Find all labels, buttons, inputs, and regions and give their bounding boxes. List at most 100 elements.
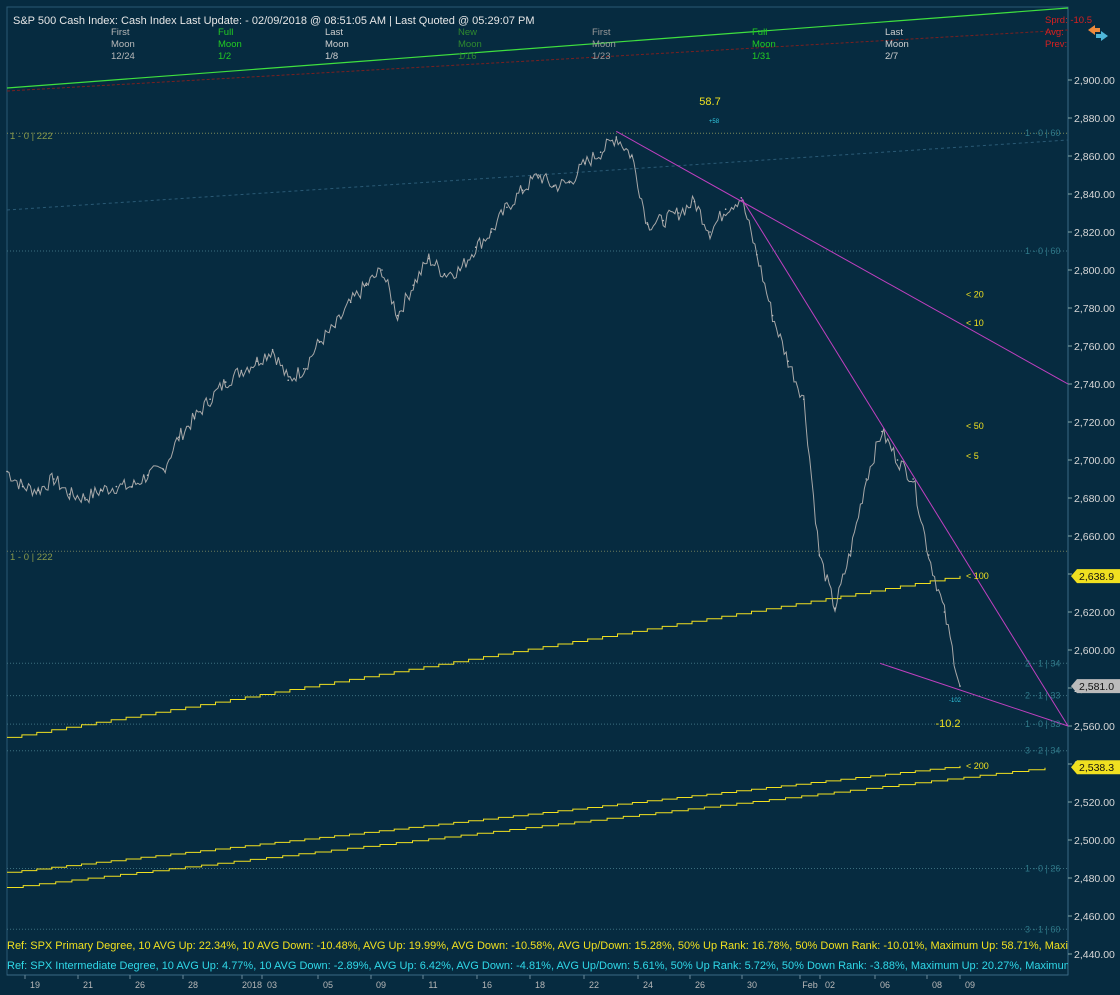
x-tick-label: 30 [747, 980, 757, 990]
right-level-label: 2 - 1 | 33 [1025, 691, 1060, 701]
y-tick-label: 2,840.00 [1074, 189, 1115, 201]
moon-phase-date: 1/2 [218, 51, 232, 62]
y-tick-label: 2,680.00 [1074, 493, 1115, 505]
price-point [240, 369, 243, 372]
right-level-label: 2 - 1 | 34 [1025, 658, 1060, 668]
price-point [318, 341, 321, 344]
x-tick-label: 26 [695, 980, 705, 990]
y-tick-label: 2,860.00 [1074, 151, 1115, 163]
ma-label: < 10 [966, 318, 984, 328]
moon-phase-date: 12/24 [111, 51, 135, 62]
y-tick-label: 2,780.00 [1074, 303, 1115, 315]
moon-phase-phase2: Moon [325, 39, 349, 50]
upper-trend-line-green [6, 7, 1069, 89]
price-point [53, 478, 55, 480]
price-point [881, 430, 883, 433]
x-tick-label: 03 [267, 980, 277, 990]
price-point [693, 200, 696, 203]
upper-wedge-line [616, 130, 1069, 385]
price-point [68, 493, 71, 496]
moon-phase-phase1: First [111, 27, 130, 38]
price-point [506, 206, 508, 209]
moon-phase-date: 1/16 [458, 51, 477, 62]
moon-phase-phase1: Last [885, 27, 903, 38]
low-change-label: -10.2 [935, 718, 960, 730]
ma-label: < 20 [966, 290, 984, 300]
upper-trend-line-red [6, 29, 1069, 92]
x-tick-label: 09 [376, 980, 386, 990]
price-point [21, 485, 24, 488]
price-point [193, 417, 196, 420]
ref-intermediate-degree: Ref: SPX Intermediate Degree, 10 AVG Up:… [7, 960, 1068, 972]
price-point [927, 554, 930, 556]
price-point [553, 185, 555, 188]
swap-arrows-icon[interactable] [1086, 24, 1110, 42]
moon-phase-date: 1/31 [752, 51, 771, 62]
price-point [271, 349, 274, 351]
price-point [943, 611, 946, 613]
x-tick-label: 21 [83, 980, 93, 990]
x-tick-label: 26 [135, 980, 145, 990]
x-tick-label: 19 [30, 980, 40, 990]
price-point [490, 231, 493, 233]
price-point [959, 685, 961, 687]
y-tick-label: 2,520.00 [1074, 797, 1115, 809]
x-tick-label: 22 [589, 980, 599, 990]
moon-phase-phase2: Moon [111, 39, 135, 50]
price-point [849, 550, 852, 552]
y-tick-label: 2,900.00 [1074, 75, 1115, 87]
ma-label: < 200 [966, 761, 989, 771]
y-tick-label: 2,660.00 [1074, 531, 1115, 543]
price-point [662, 219, 664, 222]
price-point [724, 208, 727, 210]
moon-phase-phase1: Full [752, 27, 768, 38]
ref-primary-degree: Ref: SPX Primary Degree, 10 AVG Up: 22.3… [7, 940, 1068, 952]
y-tick-label: 2,620.00 [1074, 607, 1115, 619]
moon-phase-0: First Moon 12/24 [111, 27, 135, 63]
moving-average-200 [7, 765, 961, 873]
price-point [396, 314, 399, 317]
price-point [537, 174, 539, 176]
x-tick-label: Feb [802, 980, 818, 990]
price-point [349, 301, 352, 304]
price-point [756, 254, 758, 256]
x-tick-label: 24 [643, 980, 653, 990]
price-point [256, 360, 258, 363]
price-point [209, 398, 211, 401]
low-small-label: -102 [949, 698, 962, 704]
moving-average-250 [7, 767, 1046, 888]
price-line-spx [6, 135, 961, 687]
lower-wedge-line [879, 662, 1069, 727]
price-point [84, 497, 86, 499]
moon-phase-4: First Moon 1/23 [592, 27, 616, 63]
moon-phase-phase2: Moon [592, 39, 616, 50]
x-tick-label: 06 [880, 980, 890, 990]
prev-stat: Prev: [1045, 39, 1068, 50]
price-point [787, 360, 789, 363]
moon-phase-date: 1/8 [325, 51, 339, 62]
moving-average-100 [7, 575, 961, 738]
y-tick-label: 2,440.00 [1074, 949, 1115, 961]
price-point [474, 246, 477, 248]
price-point [818, 554, 821, 556]
right-level-label: 1 - 0 | 33 [1025, 719, 1060, 729]
moon-phase-phase2: Moon [458, 39, 482, 50]
moon-phase-3: New Moon 1/16 [458, 27, 482, 63]
x-tick-label: 11 [428, 980, 437, 990]
price-point [287, 379, 290, 382]
y-tick-label: 2,720.00 [1074, 417, 1115, 429]
price-point [568, 181, 571, 184]
price-point [6, 470, 8, 473]
left-level-label: 1 - 0 | 222 [10, 552, 53, 563]
y-tick-label: 2,460.00 [1074, 911, 1115, 923]
price-tag-label: 2,581.0 [1079, 681, 1114, 693]
price-point [365, 284, 368, 287]
moon-phase-phase2: Moon [752, 39, 776, 50]
right-level-label: 3 - 2 | 34 [1025, 746, 1060, 756]
price-point [131, 485, 133, 488]
moon-phase-phase2: Moon [218, 39, 242, 50]
price-point [802, 398, 805, 401]
price-point [146, 474, 149, 477]
